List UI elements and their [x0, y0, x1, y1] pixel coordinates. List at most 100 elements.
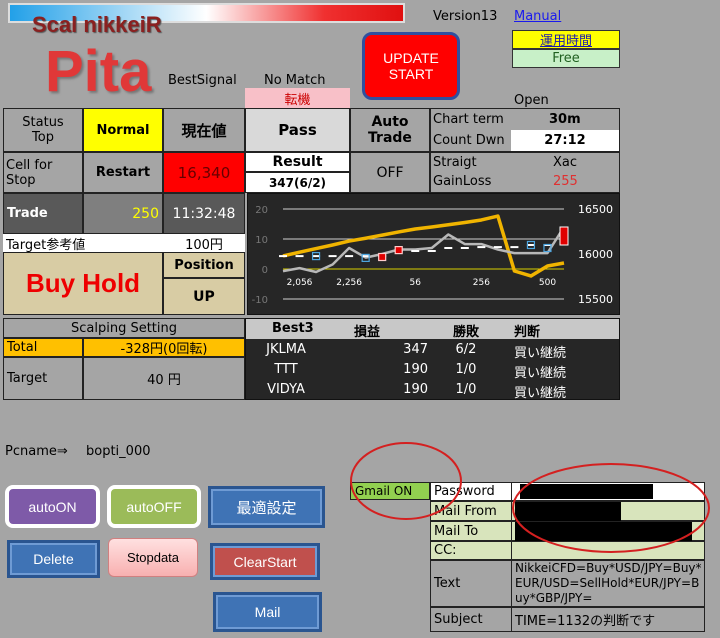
category-label: 256 — [473, 278, 490, 288]
text-row: Text NikkeiCFD=Buy*USD/JPY=Buy*EUR/USD=Se… — [430, 560, 705, 607]
auto-on-button[interactable]: autoON — [5, 485, 100, 528]
target-label: Target — [3, 357, 83, 400]
count-down-label: Count Dwn — [433, 133, 505, 148]
best3-cell: JKLMA — [266, 342, 306, 357]
signal-marker — [311, 251, 321, 261]
mail-to-field[interactable] — [512, 522, 704, 541]
category-label: 2,256 — [336, 278, 362, 288]
status-label-line1: Status — [22, 115, 64, 130]
category-label: 500 — [539, 278, 556, 288]
title-gradient-bar — [8, 3, 405, 23]
signal-bar — [559, 226, 569, 246]
trade-label: Trade — [3, 193, 83, 234]
price-label: 現在値 — [163, 108, 245, 152]
cc-row: CC: — [430, 541, 705, 560]
hours-button[interactable]: 運用時間 — [512, 30, 620, 49]
auto-label: Auto — [371, 114, 409, 130]
position-label: Position — [163, 252, 245, 278]
update-label: UPDATE — [383, 50, 439, 66]
version-label: Version13 — [433, 9, 498, 24]
redacted-password — [520, 484, 653, 499]
header-judgement: 判断 — [514, 325, 541, 340]
pcname-value: bopti_000 — [86, 444, 151, 459]
text-label: Text — [431, 561, 512, 606]
header-best3: Best3 — [272, 321, 314, 336]
trade-label-text: Trade — [368, 130, 412, 146]
best3-cell: 買い継続 — [514, 386, 567, 401]
header-winloss: 勝敗 — [453, 325, 480, 340]
count-down-value: 27:12 — [511, 130, 619, 151]
current-time: 11:32:48 — [163, 193, 245, 234]
subject-row: Subject TIME=1132の判断です — [430, 607, 705, 632]
left-tick-label: 10 — [255, 235, 268, 246]
redacted-mail-from — [515, 502, 621, 521]
mail-to-label: Mail To — [431, 522, 512, 540]
pcname-label: Pcname⇒ — [5, 444, 68, 459]
market-state: Open — [514, 93, 549, 108]
target-ref-label: Target参考値 — [3, 234, 163, 253]
manual-link[interactable]: Manual — [514, 9, 562, 24]
gmail-toggle[interactable]: Gmail ON — [350, 482, 430, 500]
cc-label: CC: — [431, 542, 512, 559]
category-label: 56 — [410, 278, 422, 288]
cell-stop-line1: Cell for — [6, 157, 53, 173]
straight-label: Straigt — [433, 155, 477, 170]
target-value: 40 円 — [83, 357, 245, 400]
best3-cell: TTT — [274, 362, 298, 377]
total-label: Total — [3, 338, 83, 357]
series-line-1 — [282, 226, 566, 274]
best3-cell: 1/0 — [455, 382, 477, 397]
best3-cell: 買い継続 — [514, 366, 567, 381]
stopdata-button[interactable]: Stopdata — [108, 538, 198, 577]
left-tick-label: 0 — [262, 265, 268, 276]
signal-marker — [378, 252, 387, 262]
mail-to-row: Mail To — [430, 521, 705, 541]
auto-trade-label: Auto Trade — [350, 108, 430, 152]
chart-info: Chart term 30m Count Dwn 27:12 — [430, 108, 620, 152]
update-start-button[interactable]: UPDATE START — [362, 32, 460, 100]
clear-start-button[interactable]: ClearStart — [210, 543, 320, 580]
mail-button[interactable]: Mail — [213, 592, 322, 632]
header-pnl: 損益 — [354, 325, 381, 340]
straight-info: Straigt Xac GainLoss 255 — [430, 152, 620, 193]
mail-from-row: Mail From — [430, 501, 705, 521]
hours-value: Free — [512, 49, 620, 68]
mail-from-label: Mail From — [431, 502, 512, 520]
trade-value: 250 — [83, 193, 163, 234]
status-label: Status Top — [3, 108, 83, 152]
password-field[interactable] — [512, 483, 704, 500]
cell-stop-line2: Stop — [6, 172, 36, 188]
best3-cell: VIDYA — [267, 382, 305, 397]
best-signal-label: BestSignal — [168, 73, 237, 88]
total-value: -328円(0回転) — [83, 338, 245, 357]
current-price: 16,340 — [163, 152, 245, 193]
action-display: Buy Hold — [3, 252, 163, 315]
signal-marker — [394, 245, 403, 255]
right-tick-label: 16000 — [578, 248, 613, 261]
cc-field[interactable] — [512, 542, 704, 559]
signal-marker — [361, 253, 370, 263]
best3-cell: 190 — [403, 382, 428, 397]
text-field[interactable]: NikkeiCFD=Buy*USD/JPY=Buy*EUR/USD=SellHo… — [512, 561, 704, 606]
logo-title: Pita — [45, 39, 152, 104]
auto-off-button[interactable]: autoOFF — [107, 485, 201, 528]
position-value: UP — [163, 278, 245, 315]
best3-row: VIDYA 190 1/0 買い継続 — [246, 380, 619, 401]
delete-button[interactable]: Delete — [7, 540, 100, 578]
straight-value: Xac — [553, 155, 578, 170]
left-tick-label: -10 — [252, 295, 268, 306]
mail-from-field[interactable] — [512, 502, 704, 521]
restart-value: Restart — [83, 152, 163, 193]
logo-subtitle: Scal nikkeiR — [32, 12, 162, 37]
status-value: Normal — [83, 108, 163, 152]
best3-cell: 買い継続 — [514, 346, 567, 361]
subject-field[interactable]: TIME=1132の判断です — [515, 614, 656, 629]
signal-marker — [526, 240, 536, 250]
password-label: Password — [431, 483, 512, 500]
auto-trade-value: OFF — [350, 152, 430, 193]
best3-header: Best3 損益 勝敗 判断 — [246, 319, 619, 340]
text-value: NikkeiCFD=Buy*USD/JPY=Buy*EUR/USD=SellHo… — [515, 561, 702, 605]
signal-tag: 転機 — [245, 88, 350, 108]
result-label: Result — [245, 152, 350, 172]
optimize-button[interactable]: 最適設定 — [208, 486, 325, 528]
